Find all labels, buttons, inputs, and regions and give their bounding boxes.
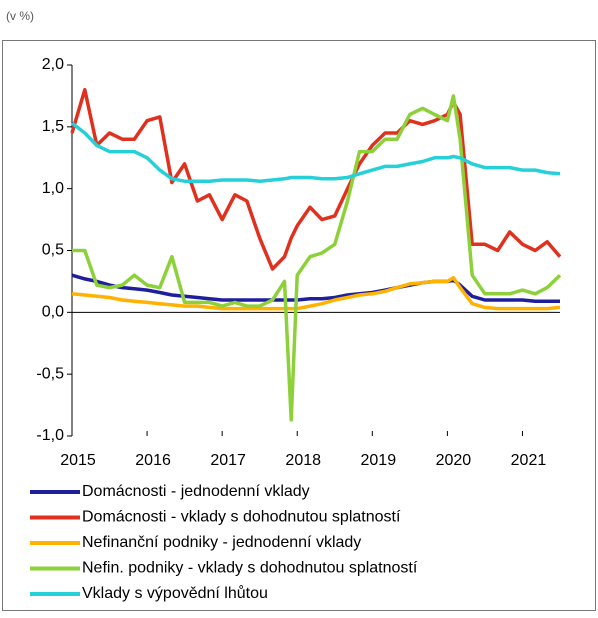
legend-label: Domácnosti - vklady s dohodnutou splatno… xyxy=(82,509,401,526)
y-tick-label: 0,5 xyxy=(42,242,64,259)
legend-label: Nefin. podniky - vklady s dohodnutou spl… xyxy=(82,560,418,577)
series-line xyxy=(72,94,562,422)
x-tick-label: 2020 xyxy=(436,452,472,469)
x-tick-label: 2018 xyxy=(285,452,321,469)
frame xyxy=(2,40,596,611)
series-line xyxy=(71,275,561,311)
legend-label: Nefinanční podniky - jednodenní vklady xyxy=(82,534,361,551)
y-tick-label: 1,5 xyxy=(42,118,64,135)
x-tick-label: 2016 xyxy=(135,452,171,469)
series-line xyxy=(70,121,561,183)
legend-label: Vklady s výpovědní lhůtou xyxy=(82,584,268,602)
y-tick-label: -1,0 xyxy=(36,427,64,444)
series-line xyxy=(70,87,562,271)
x-tick-label: 2021 xyxy=(511,452,547,469)
legend-label: Domácnosti - jednodenní vklady xyxy=(82,483,310,500)
y-tick-label: 1,0 xyxy=(42,180,64,197)
y-tick-label: -0,5 xyxy=(36,365,64,382)
x-tick-label: 2015 xyxy=(60,452,96,469)
y-tick-label: 0,0 xyxy=(42,304,64,321)
series-line xyxy=(71,273,560,303)
y-tick-label: 2,0 xyxy=(42,56,64,73)
x-tick-label: 2017 xyxy=(210,452,246,469)
unit-label: (v %) xyxy=(6,9,34,23)
x-tick-label: 2019 xyxy=(361,452,397,469)
